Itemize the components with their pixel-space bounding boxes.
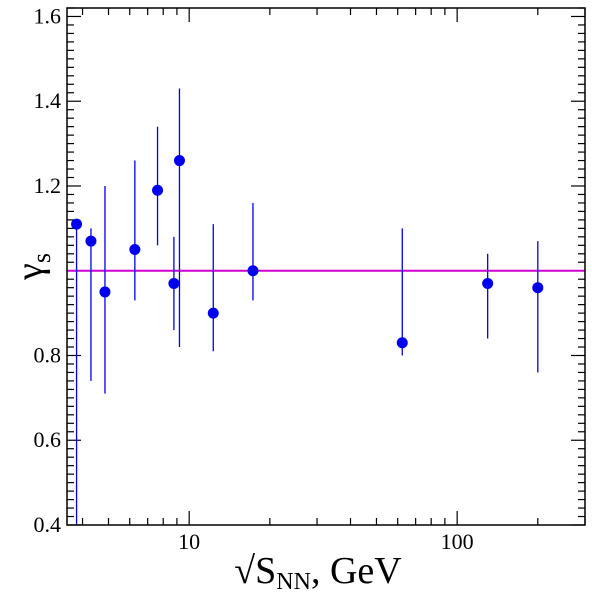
y-tick-label: 1.2	[34, 173, 62, 198]
data-point	[99, 286, 111, 298]
data-point	[396, 337, 408, 349]
y-tick-label: 1.6	[34, 3, 62, 28]
x-axis-label-suffix: , GeV	[311, 550, 402, 592]
x-axis-label: √SNN, GeV	[234, 550, 402, 592]
x-tick-label: 10	[178, 529, 200, 554]
data-point	[207, 307, 219, 319]
y-tick-label: 1.4	[34, 88, 62, 113]
y-tick-label: 0.8	[34, 342, 62, 367]
y-tick-label: 0.6	[34, 427, 62, 452]
data-point	[168, 277, 180, 289]
data-point	[152, 184, 164, 196]
y-axis-label-sub: s	[27, 253, 56, 263]
data-point	[173, 155, 185, 167]
plot-frame	[66, 7, 586, 526]
x-tick-label: 100	[441, 529, 474, 554]
major-ticks	[67, 8, 585, 526]
data-point	[85, 235, 97, 247]
data-point	[129, 244, 141, 256]
y-axis-label-main: γ	[9, 263, 51, 281]
y-tick-label: 0.4	[34, 512, 62, 537]
x-axis-label-main: √S	[234, 550, 276, 592]
minor-ticks	[67, 7, 586, 525]
data-point	[71, 218, 83, 230]
y-axis-label: γs	[9, 253, 56, 281]
data-point	[247, 265, 259, 277]
tick-labels: 0.4 0.6 0.8 1.2 1.4 1.6 10 100	[34, 3, 474, 554]
data-point	[532, 282, 544, 294]
data-point	[482, 277, 494, 289]
x-axis-label-sub: NN	[276, 569, 311, 592]
data-points	[71, 88, 544, 525]
